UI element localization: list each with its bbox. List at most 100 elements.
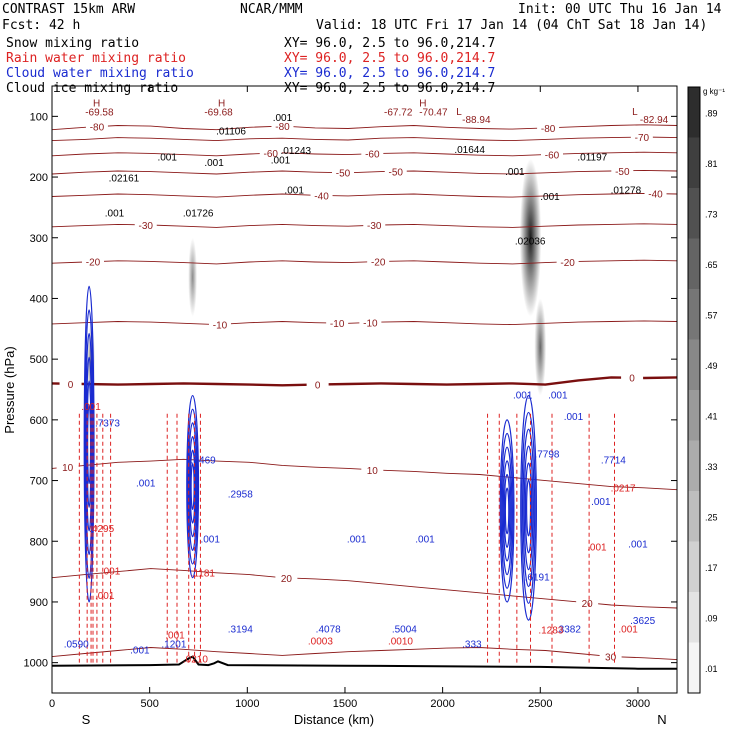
cloudwater-contour <box>520 394 537 621</box>
x-tick-label: 500 <box>140 698 158 710</box>
x-axis-label: Distance (km) <box>294 712 374 727</box>
contour-label-bg <box>359 316 382 328</box>
temperature-contour <box>52 259 677 265</box>
colorbar-tick-label: .49 <box>705 361 718 371</box>
field-value-label: .02161 <box>109 173 140 184</box>
field-value-label: .1181 <box>191 568 216 579</box>
field-value-label: .01644 <box>454 145 485 156</box>
field-value-label: .8469 <box>191 456 216 467</box>
colorbar-segment <box>688 339 700 390</box>
cloudwater-contour <box>522 428 535 588</box>
field-value-label: .001 <box>284 185 304 196</box>
field-cloudice-name: Cloud ice mixing ratio <box>6 81 178 96</box>
colorbar-segment <box>688 592 700 643</box>
field-value-label: .2958 <box>228 490 253 501</box>
temperature-contour-label: 0 <box>315 381 321 392</box>
temperature-contour-label: -80 <box>90 123 105 134</box>
field-value-label: .001 <box>165 630 185 641</box>
colorbar-segment <box>688 188 700 239</box>
field-value-label: .6191 <box>525 573 550 584</box>
temperature-contour-label: -50 <box>615 167 630 178</box>
terrain-line <box>52 655 677 670</box>
colorbar-tick-label: .09 <box>705 613 718 623</box>
x-tick-label: 1500 <box>333 698 357 710</box>
contour-label-bg <box>599 650 622 662</box>
field-value-label: -67.72 <box>384 108 413 119</box>
temperature-contour <box>52 192 677 198</box>
colorbar-segment <box>688 238 700 289</box>
temperature-contour-label: 0 <box>68 380 74 391</box>
contour-label-bg <box>361 147 384 159</box>
temperature-contour-label: -70 <box>635 133 650 144</box>
field-value-label: .001 <box>513 391 533 402</box>
field-value-label: .7714 <box>601 456 626 467</box>
cloudwater-contour <box>504 487 510 535</box>
cloudwater-contour <box>186 394 200 579</box>
temperature-contour-label: 20 <box>281 574 293 585</box>
snow-shading-plume <box>519 158 542 317</box>
temperature-contour-label: -40 <box>648 190 663 201</box>
temperature-contour <box>52 376 677 387</box>
field-snow-name: Snow mixing ratio <box>6 36 139 51</box>
field-value-label: -88.94 <box>462 115 491 126</box>
colorbar-tick-label: .25 <box>705 512 718 522</box>
temperature-contour-label: -40 <box>314 191 329 202</box>
y-tick-label: 100 <box>30 111 48 123</box>
contour-label-bg <box>384 165 407 177</box>
field-value-label: .4078 <box>316 624 341 635</box>
temperature-contour-label: 30 <box>605 653 617 664</box>
temperature-contour-label: -20 <box>371 258 386 269</box>
field-value-label: .001 <box>564 412 584 423</box>
field-value-label: .001 <box>95 591 115 602</box>
field-value-label: .7373 <box>95 419 120 430</box>
temperature-contour <box>52 647 677 661</box>
contour-label-bg <box>556 255 579 267</box>
field-value-label: H <box>419 99 426 110</box>
field-value-label: .001 <box>540 192 560 203</box>
contour-label-bg <box>134 218 157 230</box>
init-time: Init: 00 UTC Thu 16 Jan 14 <box>518 2 722 17</box>
contour-label-bg <box>537 121 560 133</box>
contour-label-bg <box>208 318 231 330</box>
snow-shading-plume <box>534 298 547 396</box>
field-value-label: .7798 <box>534 449 559 460</box>
colorbar-tick-label: .73 <box>705 209 718 219</box>
field-cloudice-xy: XY= 96.0, 2.5 to 96.0,214.7 <box>284 81 495 96</box>
cloudwater-contour <box>526 479 532 537</box>
field-rain-xy: XY= 96.0, 2.5 to 96.0,214.7 <box>284 51 495 66</box>
field-legend: Snow mixing ratio XY= 96.0, 2.5 to 96.0,… <box>6 36 495 96</box>
field-value-label: .5004 <box>392 624 417 635</box>
field-value-label: .001 <box>136 479 156 490</box>
field-value-label: .0003 <box>308 636 333 647</box>
temperature-contour-label: -50 <box>389 167 404 178</box>
colorbar-segment <box>688 440 700 491</box>
snow-shading-plume <box>188 237 198 317</box>
x-tick-label: 0 <box>49 698 55 710</box>
field-value-label: -82.94 <box>640 115 669 126</box>
contour-label-bg <box>644 187 667 199</box>
field-value-label: H <box>218 99 225 110</box>
field-value-label: .001 <box>415 534 435 545</box>
colorbar-tick-label: .65 <box>705 260 718 270</box>
y-tick-label: 700 <box>30 476 48 488</box>
field-value-label: .001 <box>548 391 568 402</box>
field-value-label: .001 <box>105 209 125 220</box>
cloudwater-contour <box>521 411 536 604</box>
temperature-contour-label: -30 <box>139 221 154 232</box>
field-rain-name: Rain water mixing ratio <box>6 51 186 66</box>
field-value-label: .001 <box>618 624 638 635</box>
colorbar-segment <box>688 642 700 693</box>
y-tick-label: 1000 <box>24 658 48 670</box>
field-value-label: .3194 <box>228 624 253 635</box>
colorbar-tick-label: .81 <box>705 159 718 169</box>
field-value-label: .4295 <box>89 524 114 535</box>
colorbar-segment <box>688 491 700 542</box>
contour-label-bg <box>59 377 82 389</box>
axes: 0 500 1000 1500 2000 2500 30001002003004005006… <box>24 86 677 710</box>
colorbar-tick-label: .41 <box>705 411 718 421</box>
field-value-label: .001 <box>81 402 101 413</box>
field-value-label: .01278 <box>611 185 642 196</box>
colorbar-segment <box>688 541 700 592</box>
field-value-label: -69.68 <box>204 108 233 119</box>
